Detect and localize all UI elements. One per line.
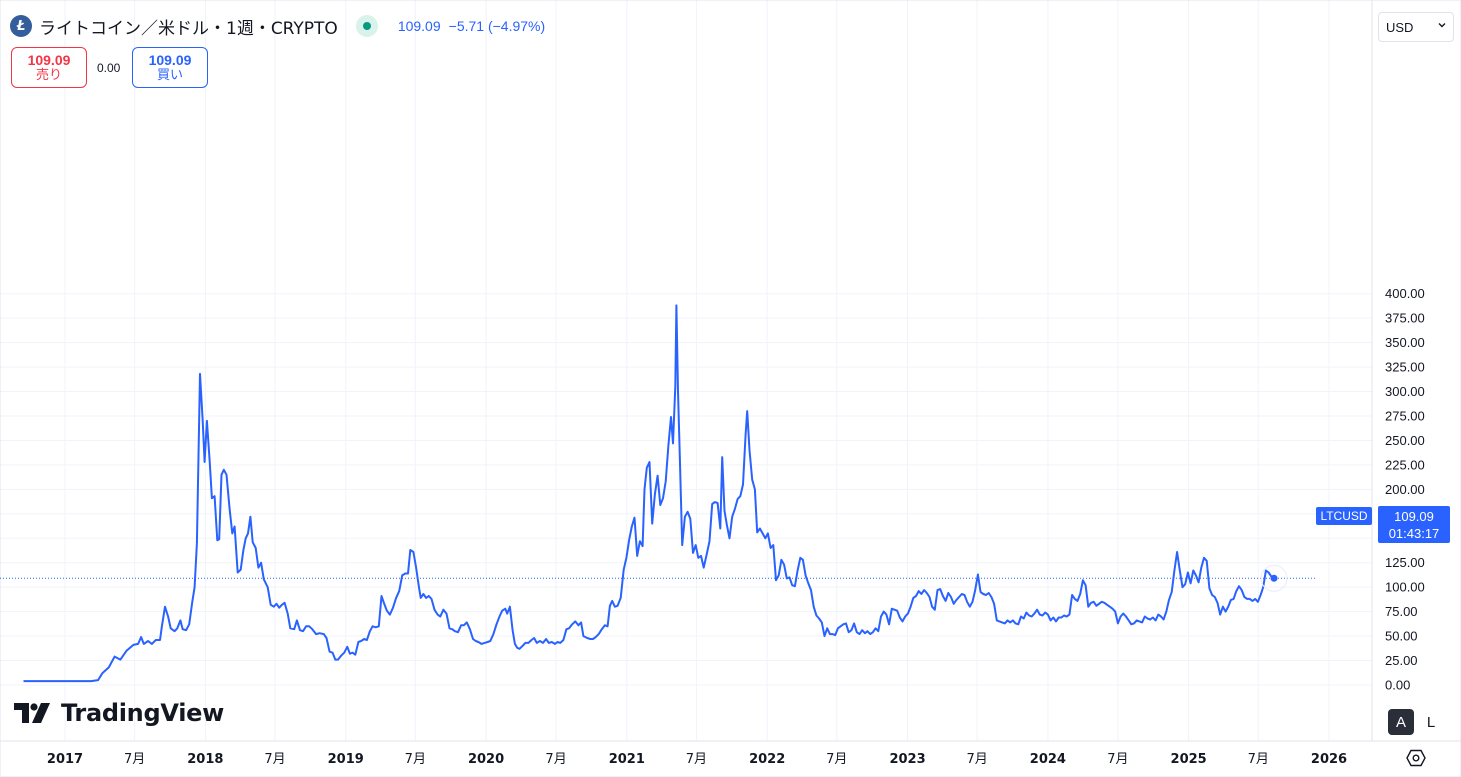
buy-button[interactable]: 109.09 買い (132, 47, 208, 88)
time-tick-label: 2021 (609, 752, 645, 767)
time-tick-label: 2022 (749, 752, 785, 767)
last-price-value: 109.09 (397, 18, 441, 34)
last-price-label: 109.09 01:43:17 (1378, 506, 1450, 543)
price-change-value: −5.71 (−4.97%) (448, 18, 546, 34)
time-tick-label: 7月 (1107, 752, 1128, 767)
price-tick-label: 125.00 (1385, 555, 1425, 570)
tradingview-logo-icon (14, 703, 50, 723)
price-tick-label: 300.00 (1385, 384, 1425, 399)
time-tick-label: 7月 (545, 752, 566, 767)
price-axis: 0.0025.0050.0075.00100.00125.00150.00175… (1385, 286, 1425, 692)
time-tick-label: 2017 (47, 752, 83, 767)
time-tick-label: 7月 (686, 752, 707, 767)
sell-button[interactable]: 109.09 売り (11, 47, 87, 88)
price-tick-label: 400.00 (1385, 286, 1425, 301)
time-tick-label: 2019 (328, 752, 364, 767)
last-price-halo (1260, 564, 1288, 592)
price-tick-label: 375.00 (1385, 311, 1425, 326)
price-tick-label: 100.00 (1385, 580, 1425, 595)
currency-value: USD (1386, 19, 1414, 35)
price-line (23, 304, 1275, 683)
time-tick-label: 2018 (187, 752, 223, 767)
chart-grid (0, 0, 1372, 741)
price-line-series (23, 304, 1275, 683)
price-tick-label: 50.00 (1385, 629, 1418, 644)
price-tick-label: 0.00 (1385, 678, 1410, 693)
time-tick-label: 7月 (967, 752, 988, 767)
time-tick-label: 7月 (124, 752, 145, 767)
status-dot (362, 22, 371, 30)
time-axis: 2017 7月 2018 7月 2019 7月 2020 7月 2021 7月 2022 7月 2023… (47, 752, 1347, 767)
symbol-price-tag: LTCUSD (1316, 507, 1372, 525)
currency-select[interactable]: USD (1378, 12, 1454, 42)
bar-countdown: 01:43:17 (1388, 525, 1440, 541)
market-status-icon[interactable] (355, 15, 378, 37)
buy-price: 109.09 (148, 51, 192, 68)
time-tick-label: 2026 (1311, 752, 1347, 767)
time-tick-label: 7月 (264, 752, 285, 767)
buy-label: 買い (156, 67, 183, 83)
time-tick-label: 2023 (889, 752, 925, 767)
spread-value: 0.00 (97, 61, 121, 75)
chevron-down-icon (1437, 20, 1447, 33)
price-tick-label: 200.00 (1385, 482, 1425, 497)
last-price-dot (1270, 574, 1278, 582)
time-tick-label: 7月 (1248, 752, 1269, 767)
sell-label: 売り (35, 67, 62, 83)
time-tick-label: 2025 (1171, 752, 1207, 767)
price-tick-label: 225.00 (1385, 457, 1425, 472)
litecoin-icon[interactable]: Ł (10, 15, 32, 37)
log-scale-button[interactable]: L (1426, 713, 1436, 731)
price-tick-label: 275.00 (1385, 408, 1425, 423)
time-tick-label: 2024 (1030, 752, 1066, 767)
time-tick-label: 7月 (826, 752, 847, 767)
last-price-label-value: 109.09 (1394, 508, 1434, 524)
tradingview-logo[interactable]: TradingView (14, 699, 224, 727)
settings-icon[interactable] (1404, 746, 1428, 770)
price-tick-label: 325.00 (1385, 360, 1425, 375)
time-tick-label: 2020 (468, 752, 504, 767)
price-tick-label: 250.00 (1385, 433, 1425, 448)
price-tick-label: 25.00 (1385, 653, 1418, 668)
time-tick-label: 7月 (405, 752, 426, 767)
tradingview-wordmark: TradingView (61, 699, 224, 727)
symbol-header: Ł ライトコイン／米ドル・1週・CRYPTO 109.09 −5.71 (−4.… (10, 12, 545, 40)
symbol-title[interactable]: ライトコイン／米ドル・1週・CRYPTO (39, 18, 338, 39)
sell-price: 109.09 (27, 51, 71, 68)
auto-scale-button[interactable]: A (1388, 709, 1414, 735)
price-tick-label: 350.00 (1385, 335, 1425, 350)
price-tick-label: 75.00 (1385, 604, 1418, 619)
